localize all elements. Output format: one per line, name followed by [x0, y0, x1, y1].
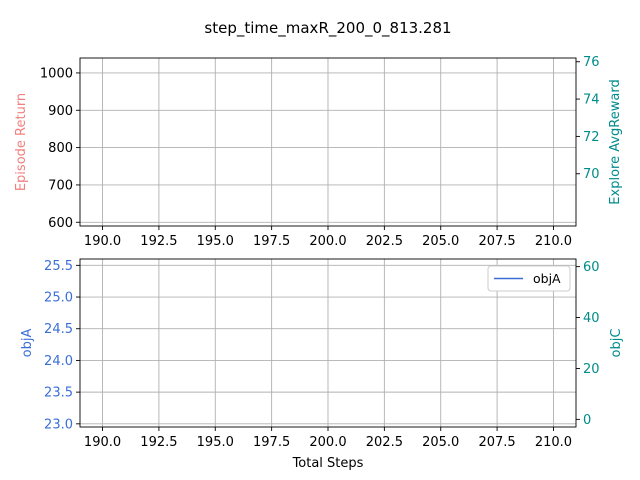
right-tick-label: 0 — [583, 413, 591, 428]
left-tick-label: 1000 — [40, 66, 73, 81]
right-tick-label: 40 — [583, 311, 600, 326]
right-tick-label: 20 — [583, 362, 600, 377]
x-axis-label: Total Steps — [292, 456, 364, 471]
x-tick-label: 192.5 — [140, 234, 177, 249]
x-tick-label: 205.0 — [422, 234, 459, 249]
left-axis-label: Episode Return — [14, 93, 29, 191]
x-tick-label: 195.0 — [197, 435, 234, 450]
x-tick-label: 197.5 — [253, 435, 290, 450]
right-tick-label: 72 — [583, 130, 600, 145]
x-tick-label: 207.5 — [478, 234, 515, 249]
legend: objA — [487, 265, 571, 292]
right-tick-label: 70 — [583, 167, 600, 182]
x-tick-label: 190.0 — [84, 435, 121, 450]
x-tick-label: 202.5 — [366, 234, 403, 249]
x-tick-label: 202.5 — [366, 435, 403, 450]
left-tick-label: 24.0 — [44, 354, 73, 369]
x-tick-label: 210.0 — [535, 234, 572, 249]
x-tick-label: 195.0 — [197, 234, 234, 249]
x-tick-label: 192.5 — [140, 435, 177, 450]
left-tick-label: 25.5 — [44, 259, 73, 274]
right-tick-label: 74 — [583, 93, 600, 108]
x-tick-label: 207.5 — [478, 435, 515, 450]
left-tick-label: 700 — [48, 178, 73, 193]
panel-2: 190.0 192.5 195.0 197.5 200.0 202.5 205.0 207.5… — [20, 258, 624, 450]
x-tick-label: 210.0 — [535, 435, 572, 450]
panel-1: 190.0 192.5 195.0 197.5 200.0 202.5 205.0 207.5… — [14, 55, 623, 249]
left-axis-label: objA — [20, 329, 35, 358]
panels: 190.0 192.5 195.0 197.5 200.0 202.5 205.0 207.5… — [14, 55, 624, 450]
left-tick-label: 23.0 — [44, 417, 73, 432]
legend-box — [487, 265, 571, 292]
x-tick-label: 190.0 — [84, 234, 121, 249]
right-axis-label: Explore AvgReward — [608, 79, 623, 204]
x-tick-label: 200.0 — [309, 435, 346, 450]
legend-label: objA — [533, 271, 561, 286]
x-tick-label: 197.5 — [253, 234, 290, 249]
left-tick-label: 24.5 — [44, 322, 73, 337]
left-tick-label: 600 — [48, 216, 73, 231]
right-tick-label: 60 — [583, 260, 600, 275]
right-axis-label: objC — [609, 329, 624, 358]
right-tick-label: 76 — [583, 55, 600, 70]
left-tick-label: 800 — [48, 141, 73, 156]
figure-title: step_time_maxR_200_0_813.281 — [204, 19, 451, 38]
left-tick-label: 25.0 — [44, 291, 73, 306]
left-tick-label: 900 — [48, 104, 73, 119]
x-tick-label: 200.0 — [309, 234, 346, 249]
left-tick-label: 23.5 — [44, 386, 73, 401]
x-tick-label: 205.0 — [422, 435, 459, 450]
